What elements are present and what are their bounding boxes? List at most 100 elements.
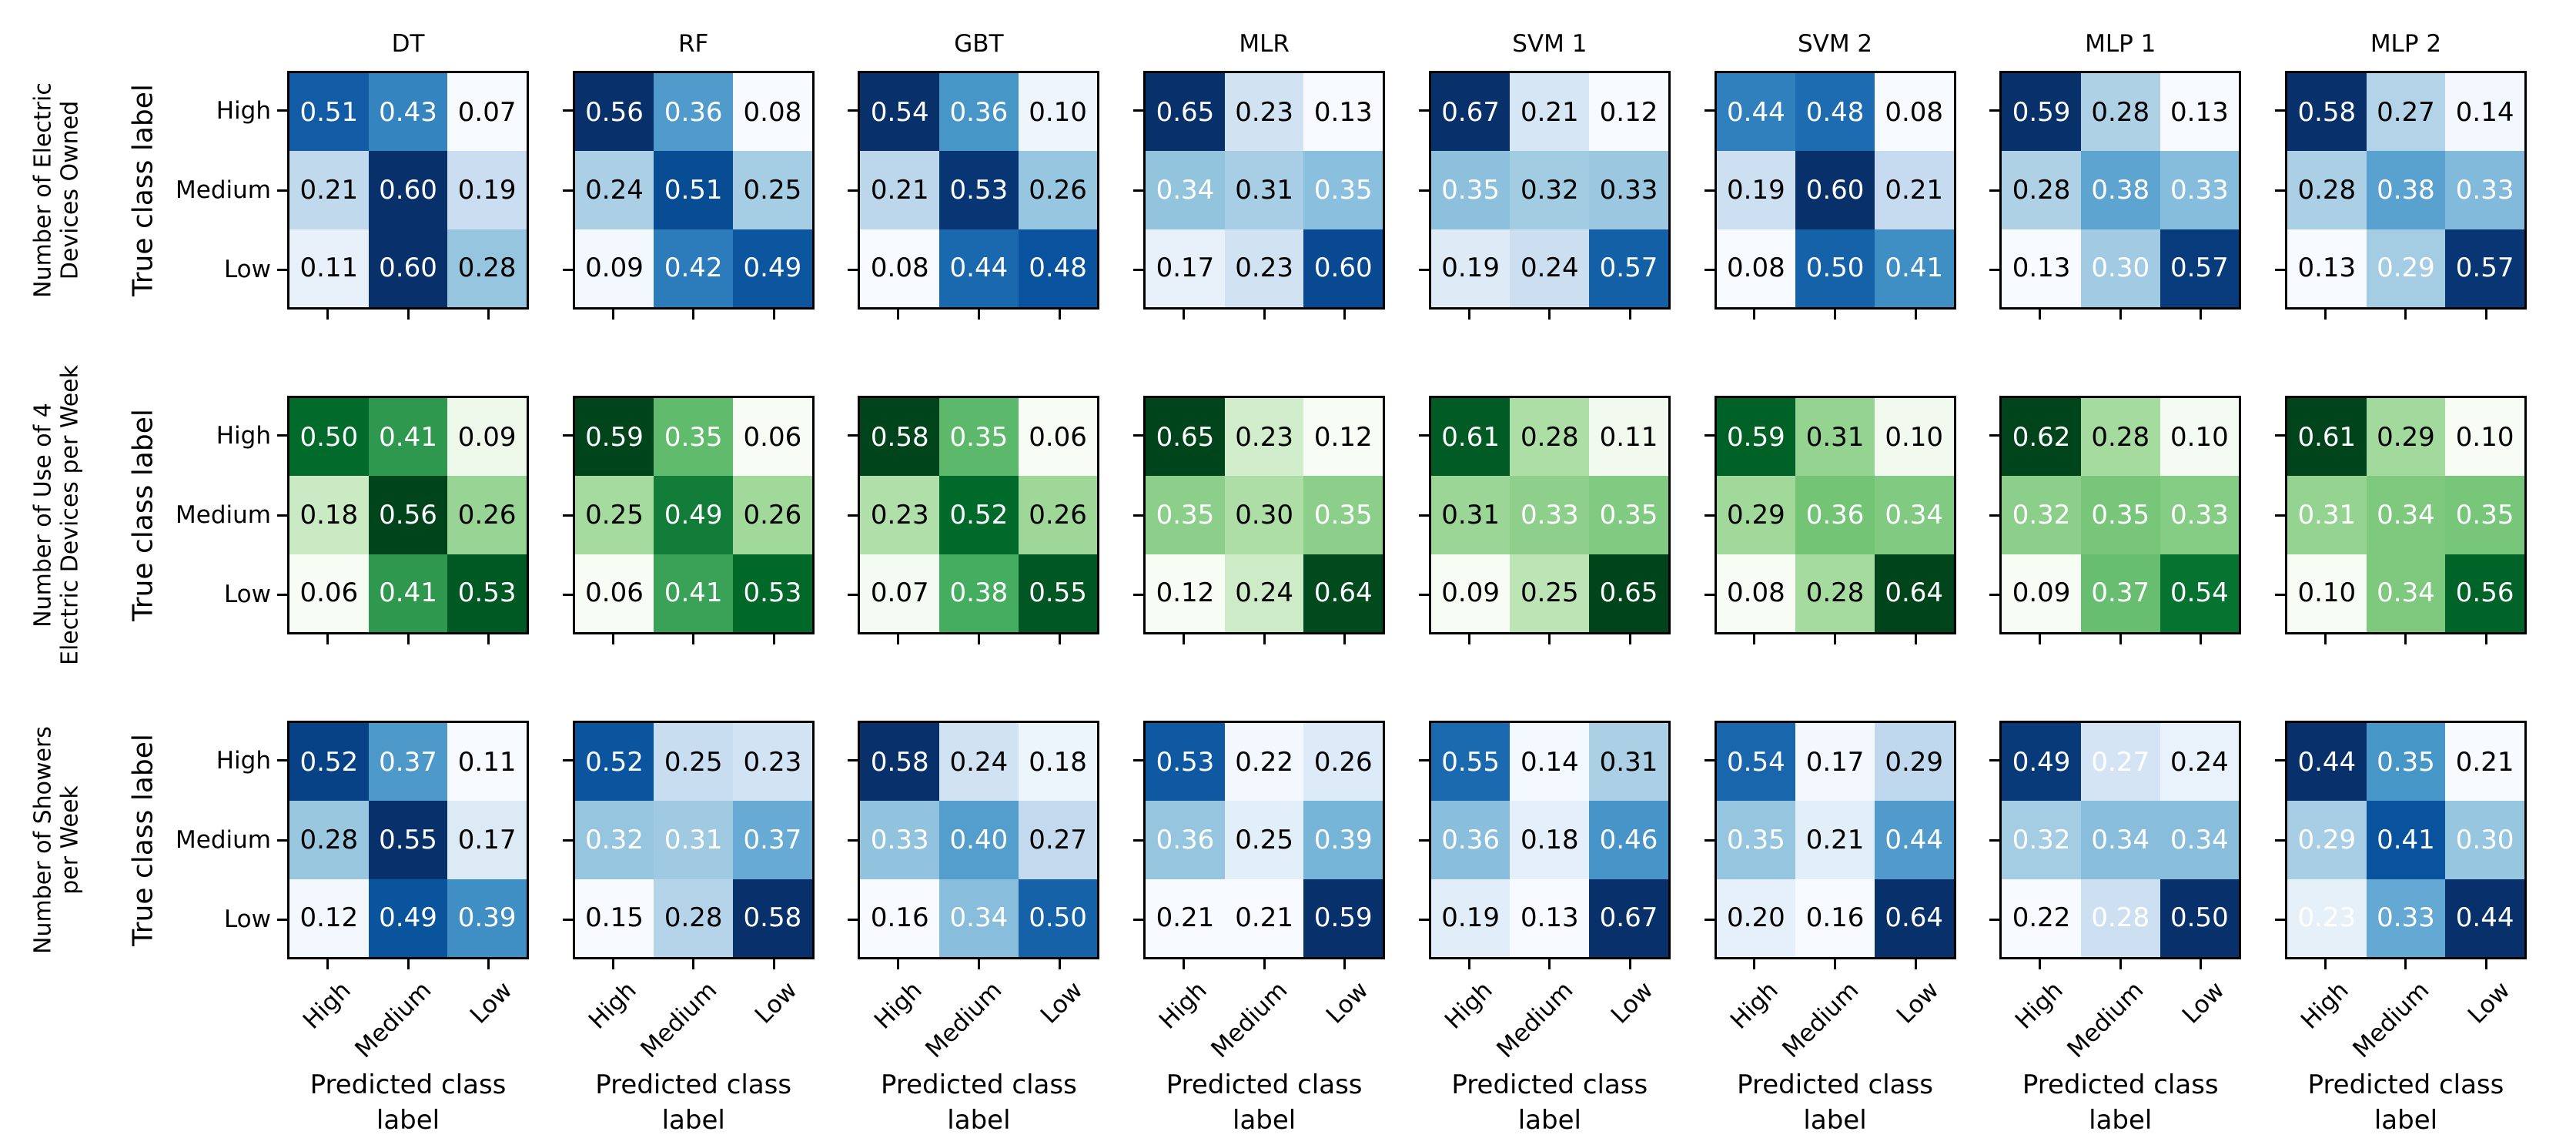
matrix-cell: 0.31 <box>1430 476 1510 554</box>
matrix-cell: 0.08 <box>1716 554 1796 632</box>
x-tick-label: Low <box>750 976 803 1029</box>
y-tick-mark <box>2274 759 2285 762</box>
matrix-cell: 0.07 <box>447 73 527 152</box>
matrix-cell: 0.39 <box>447 879 527 957</box>
y-tick-mark <box>1418 759 1429 762</box>
y-tick-mark <box>1704 109 1715 112</box>
matrix-cell: 0.44 <box>939 229 1019 307</box>
x-tick-mark <box>692 959 695 969</box>
matrix-cell: 0.32 <box>1510 151 1590 229</box>
x-tick-mark <box>611 959 614 969</box>
x-tick-mark <box>1753 310 1756 320</box>
x-tick-mark <box>1182 959 1185 969</box>
matrix-cell: 0.59 <box>574 398 654 477</box>
x-tick-mark <box>406 634 410 644</box>
confusion-matrix: 0.65 0.23 0.13 0.34 0.31 0.35 0.17 0.23 0.60 <box>1143 71 1386 310</box>
matrix-cell: 0.55 <box>1018 554 1098 632</box>
matrix-cell: 0.26 <box>733 476 812 554</box>
y-tick-mark <box>1133 514 1144 517</box>
y-tick-mark <box>2274 189 2285 192</box>
x-axis-label: Predicted class label <box>880 1069 1077 1136</box>
x-tick-mark <box>487 310 490 320</box>
matrix-cell: 0.33 <box>860 801 940 879</box>
y-tick-mark <box>1133 268 1144 271</box>
matrix-cell: 0.59 <box>2002 73 2081 152</box>
confusion-matrix: 0.53 0.22 0.26 0.36 0.25 0.39 0.21 0.21 0.59 <box>1143 721 1386 959</box>
matrix-cell: 0.52 <box>574 723 654 802</box>
x-tick-mark <box>2323 634 2327 644</box>
matrix-cell: 0.53 <box>939 151 1019 229</box>
y-tick-label: Medium <box>176 826 271 854</box>
matrix-cell: 0.30 <box>2080 229 2160 307</box>
matrix-cell: 0.58 <box>860 723 940 802</box>
matrix-cell: 0.33 <box>1510 476 1590 554</box>
matrix-cell: 0.37 <box>2080 554 2160 632</box>
matrix-cell: 0.56 <box>574 73 654 152</box>
y-tick-mark <box>277 759 287 762</box>
matrix-cell: 0.50 <box>1795 229 1875 307</box>
x-tick-label: Low <box>1892 976 1945 1029</box>
subplot-title: SVM 1 <box>1512 30 1587 58</box>
y-tick-mark <box>1704 434 1715 437</box>
matrix-cell: 0.21 <box>1146 879 1225 957</box>
x-tick-mark <box>772 634 775 644</box>
matrix-cell: 0.52 <box>289 723 369 802</box>
matrix-cell: 0.54 <box>860 73 940 152</box>
matrix-cell: 0.58 <box>2287 73 2367 152</box>
x-tick-mark <box>977 310 980 320</box>
x-tick-mark <box>611 310 614 320</box>
matrix-cell: 0.27 <box>2080 723 2160 802</box>
matrix-cell: 0.23 <box>733 723 812 802</box>
matrix-cell: 0.08 <box>1716 229 1796 307</box>
subplot-title: GBT <box>954 30 1004 58</box>
x-tick-mark <box>1263 634 1266 644</box>
x-tick-mark <box>897 634 900 644</box>
matrix-cell: 0.14 <box>2445 73 2524 152</box>
x-tick-label: Low <box>2462 976 2516 1029</box>
y-tick-mark <box>562 759 573 762</box>
x-tick-mark <box>977 959 980 969</box>
matrix-cell: 0.35 <box>2080 476 2160 554</box>
y-tick-label: Medium <box>176 501 271 529</box>
x-axis-label: Predicted class label <box>1451 1069 1648 1136</box>
x-tick-mark <box>326 959 329 969</box>
matrix-cell: 0.10 <box>2287 554 2367 632</box>
matrix-cell: 0.15 <box>574 879 654 957</box>
matrix-cell: 0.21 <box>1795 801 1875 879</box>
y-tick-mark <box>1989 268 2000 271</box>
x-tick-mark <box>2485 634 2488 644</box>
matrix-cell: 0.29 <box>1716 476 1796 554</box>
y-tick-mark <box>1704 593 1715 596</box>
matrix-cell: 0.28 <box>2080 398 2160 477</box>
matrix-cell: 0.58 <box>860 398 940 477</box>
matrix-cell: 0.16 <box>1795 879 1875 957</box>
matrix-cell: 0.21 <box>2445 723 2524 802</box>
y-tick-mark <box>1704 759 1715 762</box>
matrix-cell: 0.31 <box>654 801 734 879</box>
matrix-cell: 0.25 <box>1510 554 1590 632</box>
matrix-cell: 0.19 <box>1716 151 1796 229</box>
x-tick-mark <box>1548 634 1551 644</box>
matrix-cell: 0.48 <box>1795 73 1875 152</box>
y-tick-mark <box>1418 593 1429 596</box>
x-tick-mark <box>1629 310 1631 320</box>
confusion-matrix: 0.61 0.29 0.10 0.31 0.34 0.35 0.10 0.34 0.56 <box>2284 396 2527 634</box>
y-tick-mark <box>2274 109 2285 112</box>
matrix-cell: 0.08 <box>1874 73 1954 152</box>
matrix-cell: 0.60 <box>1303 229 1383 307</box>
matrix-cell: 0.29 <box>2366 229 2446 307</box>
y-tick-mark <box>1989 918 2000 921</box>
y-tick-mark <box>562 268 573 271</box>
matrix-cell: 0.64 <box>1874 879 1954 957</box>
matrix-cell: 0.17 <box>447 801 527 879</box>
matrix-cell: 0.54 <box>2159 554 2240 632</box>
matrix-cell: 0.27 <box>1018 801 1098 879</box>
confusion-matrix: 0.51 0.43 0.07 0.21 0.60 0.19 0.11 0.60 0.28 <box>287 71 529 310</box>
x-tick-label: Medium <box>635 976 723 1064</box>
matrix-cell: 0.20 <box>1716 879 1796 957</box>
x-tick-mark <box>1263 310 1266 320</box>
matrix-cell: 0.35 <box>654 398 734 477</box>
y-tick-mark <box>848 109 858 112</box>
y-tick-mark <box>1989 514 2000 517</box>
x-tick-mark <box>406 959 410 969</box>
